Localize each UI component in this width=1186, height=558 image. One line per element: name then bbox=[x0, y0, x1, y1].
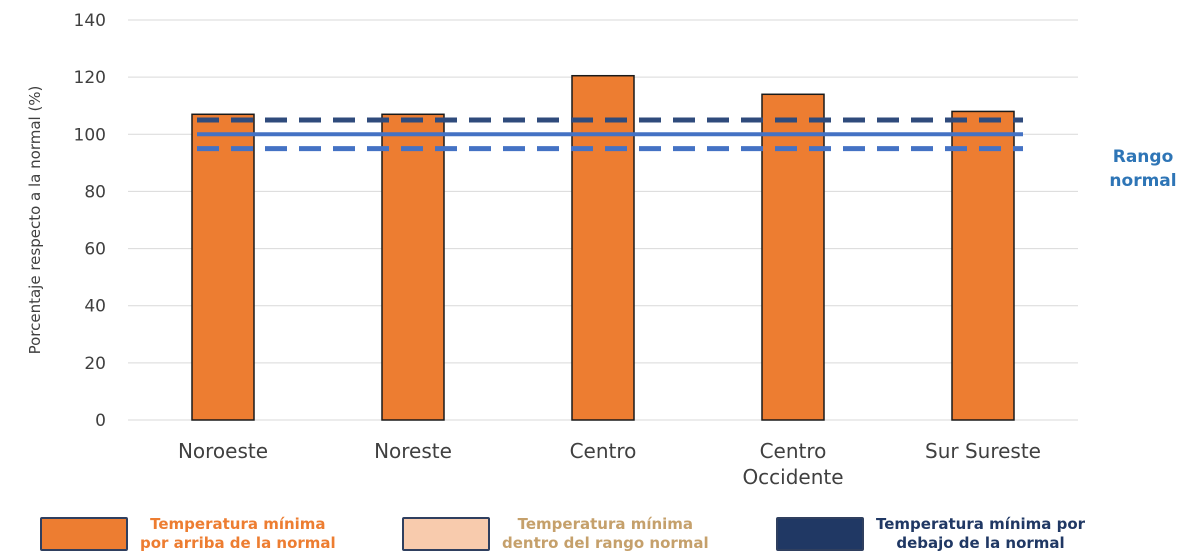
y-tick-label: 40 bbox=[84, 297, 106, 317]
category-label: Sur Sureste bbox=[925, 439, 1041, 463]
y-tick-label: 20 bbox=[84, 354, 106, 374]
bar bbox=[571, 74, 635, 421]
bar bbox=[951, 110, 1015, 421]
legend-item-above: Temperatura mínima por arriba de la norm… bbox=[40, 514, 336, 554]
legend-swatch-below bbox=[776, 517, 864, 551]
legend-label-below: Temperatura mínima por debajo de la norm… bbox=[876, 515, 1085, 553]
category-label: Occidente bbox=[742, 465, 843, 489]
y-tick-label: 120 bbox=[74, 68, 106, 88]
legend-label-within-line-1: Temperatura mínima bbox=[517, 515, 694, 533]
bars bbox=[191, 74, 1015, 421]
category-label: Centro bbox=[570, 439, 637, 463]
bar bbox=[191, 113, 255, 421]
bar bbox=[761, 93, 825, 421]
legend-item-below: Temperatura mínima por debajo de la norm… bbox=[776, 514, 1085, 554]
y-tick-label: 60 bbox=[84, 240, 106, 260]
y-tick-label: 0 bbox=[95, 411, 106, 431]
category-label: Centro bbox=[760, 439, 827, 463]
bar-chart: 0 20 40 60 80 100 120 140 Noroeste Noreste Centro… bbox=[26, 11, 1177, 489]
category-label: Noreste bbox=[374, 439, 452, 463]
bar bbox=[381, 113, 445, 421]
legend-swatch-above bbox=[40, 517, 128, 551]
legend-label-within: Temperatura mínima dentro del rango norm… bbox=[502, 515, 709, 553]
legend-label-below-line-2: debajo de la normal bbox=[896, 534, 1065, 552]
y-tick-labels: 0 20 40 60 80 100 120 140 bbox=[74, 11, 106, 431]
y-axis-label: Porcentaje respecto a la normal (%) bbox=[26, 86, 44, 355]
legend-label-within-line-2: dentro del rango normal bbox=[502, 534, 709, 552]
side-label-line-1: Rango bbox=[1113, 147, 1174, 167]
legend-item-within: Temperatura mínima dentro del rango norm… bbox=[402, 514, 709, 554]
legend-label-above: Temperatura mínima por arriba de la norm… bbox=[140, 515, 336, 553]
category-label: Noroeste bbox=[178, 439, 268, 463]
category-labels: Noroeste Noreste Centro CentroOccidenteSur … bbox=[178, 439, 1041, 489]
legend-label-above-line-1: Temperatura mínima bbox=[150, 515, 326, 533]
legend-label-below-line-1: Temperatura mínima por bbox=[876, 515, 1086, 533]
y-tick-label: 140 bbox=[74, 11, 106, 31]
legend-swatch-within bbox=[402, 517, 490, 551]
y-tick-label: 100 bbox=[74, 125, 106, 145]
legend-label-above-line-2: por arriba de la normal bbox=[140, 534, 336, 552]
y-tick-label: 80 bbox=[84, 182, 106, 202]
reference-lines bbox=[197, 117, 1023, 152]
side-label-line-2: normal bbox=[1109, 171, 1176, 191]
